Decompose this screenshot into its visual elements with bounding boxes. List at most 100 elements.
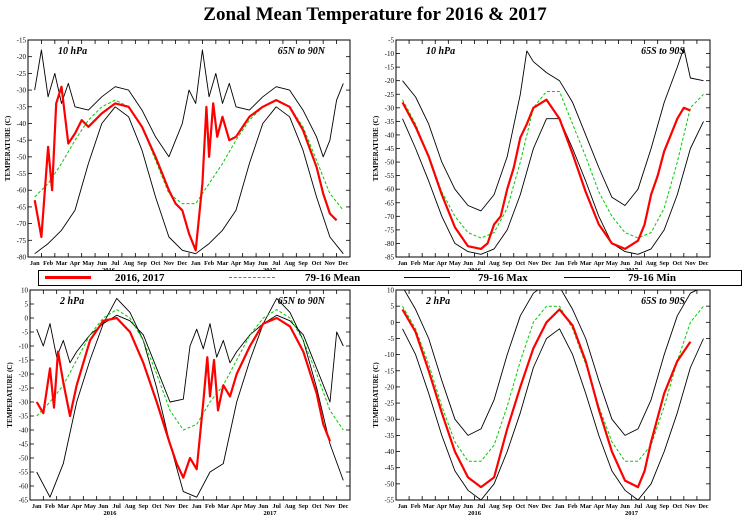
- y-tick-label: -10: [385, 351, 395, 359]
- x-tick-label: Dec: [338, 503, 348, 510]
- x-tick-label: Jul: [272, 260, 281, 267]
- y-tick-label: -35: [19, 413, 29, 421]
- series-line-79-16-mean: [402, 91, 704, 239]
- x-tick-label: Feb: [43, 260, 54, 267]
- x-tick-label: Jun: [258, 503, 269, 510]
- y-tick-label: -75: [385, 226, 395, 234]
- x-tick-label: Nov: [528, 260, 540, 267]
- y-tick-label: -25: [385, 400, 395, 408]
- x-tick-label: Oct: [672, 503, 683, 510]
- y-tick-label: -45: [385, 464, 395, 472]
- x-tick-label: Jul: [477, 503, 486, 510]
- series-line-79-16-max: [34, 49, 344, 158]
- x-tick-label: Jan: [555, 503, 565, 510]
- year-label: 2017: [264, 510, 278, 517]
- x-tick-label: Jan: [555, 260, 565, 267]
- x-tick-label: Jan: [398, 503, 408, 510]
- x-tick-label: Mar: [423, 260, 435, 267]
- x-tick-label: Jun: [463, 260, 474, 267]
- legend-item-max: 79-16 Max: [404, 271, 574, 285]
- y-tick-label: -15: [17, 37, 27, 45]
- x-tick-label: Sep: [139, 503, 149, 510]
- series-line-79-16-max: [402, 47, 704, 212]
- x-tick-label: Mar: [423, 503, 435, 510]
- x-tick-label: Nov: [325, 503, 337, 510]
- x-tick-label: Aug: [284, 503, 296, 510]
- x-tick-label: Dec: [698, 503, 708, 510]
- level-label: 10 hPa: [58, 46, 87, 57]
- series-line-79-16-mean: [34, 99, 344, 211]
- legend-label: 79-16 Max: [478, 272, 528, 284]
- y-tick-label: -55: [19, 469, 29, 477]
- level-label: 2 hPa: [59, 296, 84, 307]
- y-tick-label: -30: [385, 416, 395, 424]
- y-tick-label: -65: [19, 497, 29, 505]
- y-tick-label: -60: [17, 187, 27, 195]
- legend-swatch-black-line: [564, 277, 610, 278]
- y-tick-label: -35: [385, 118, 395, 126]
- x-tick-label: Jan: [32, 503, 42, 510]
- y-tick-label: 0: [25, 315, 29, 323]
- y-tick-label: -5: [22, 329, 28, 337]
- chart-panel-3: -65-60-55-50-45-40-35-30-25-20-15-10-505…: [6, 287, 351, 517]
- x-tick-label: Mar: [56, 260, 68, 267]
- y-tick-label: -85: [385, 254, 395, 262]
- y-tick-label: -20: [19, 371, 29, 379]
- x-tick-label: Apr: [231, 260, 242, 267]
- legend-item-min: 79-16 Min: [564, 271, 734, 285]
- x-tick-label: Nov: [685, 260, 697, 267]
- x-tick-label: May: [244, 503, 257, 510]
- series-line-2016-2017: [401, 308, 692, 489]
- y-tick-label: 5: [25, 301, 29, 309]
- x-tick-label: Apr: [70, 260, 81, 267]
- x-tick-label: Mar: [217, 260, 229, 267]
- series-line-79-16-max: [36, 314, 344, 403]
- level-label: 10 hPa: [426, 46, 455, 57]
- y-tick-label: 10: [21, 287, 29, 295]
- y-tick-label: -25: [19, 385, 29, 393]
- x-tick-label: Oct: [515, 503, 526, 510]
- plot-frame: [29, 289, 351, 501]
- x-tick-label: Sep: [502, 503, 512, 510]
- x-tick-label: Oct: [312, 260, 323, 267]
- x-tick-label: Jul: [477, 260, 486, 267]
- legend-swatch-black-line: [404, 277, 450, 278]
- x-tick-label: Jan: [192, 503, 202, 510]
- legend-label: 2016, 2017: [115, 272, 165, 284]
- x-tick-label: Oct: [312, 503, 323, 510]
- x-tick-label: Oct: [152, 503, 163, 510]
- x-tick-label: Aug: [124, 503, 136, 510]
- x-tick-label: Oct: [151, 260, 162, 267]
- y-axis-label: TEMPERATURE (C): [4, 115, 12, 181]
- x-tick-label: Nov: [325, 260, 337, 267]
- y-tick-label: -50: [19, 455, 29, 463]
- x-tick-label: Jun: [620, 503, 631, 510]
- x-tick-label: Aug: [284, 260, 296, 267]
- x-tick-label: Feb: [45, 503, 56, 510]
- y-tick-label: -70: [385, 213, 395, 221]
- x-tick-label: Dec: [177, 260, 187, 267]
- region-label: 65N to 90N: [278, 296, 326, 307]
- x-tick-label: Aug: [489, 260, 501, 267]
- x-tick-label: May: [82, 260, 95, 267]
- y-tick-label: -15: [19, 357, 29, 365]
- series-line-2016-2017: [401, 98, 691, 250]
- x-tick-label: Nov: [528, 503, 540, 510]
- x-tick-label: Mar: [217, 503, 229, 510]
- x-tick-label: May: [449, 260, 462, 267]
- region-label: 65S to 90S: [641, 46, 685, 57]
- y-tick-label: -15: [385, 64, 395, 72]
- y-tick-label: -5: [388, 37, 394, 45]
- y-axis-label: TEMPERATURE (C): [372, 362, 380, 428]
- y-tick-label: -20: [17, 53, 27, 61]
- series-line-79-16-mean: [402, 305, 704, 462]
- series-line-79-16-mean: [36, 309, 344, 431]
- plot-frame: [395, 39, 711, 258]
- x-tick-label: May: [243, 260, 256, 267]
- x-tick-label: Oct: [672, 260, 683, 267]
- x-tick-label: Feb: [411, 260, 422, 267]
- legend-label: 79-16 Mean: [305, 272, 361, 284]
- y-tick-label: -80: [17, 254, 27, 262]
